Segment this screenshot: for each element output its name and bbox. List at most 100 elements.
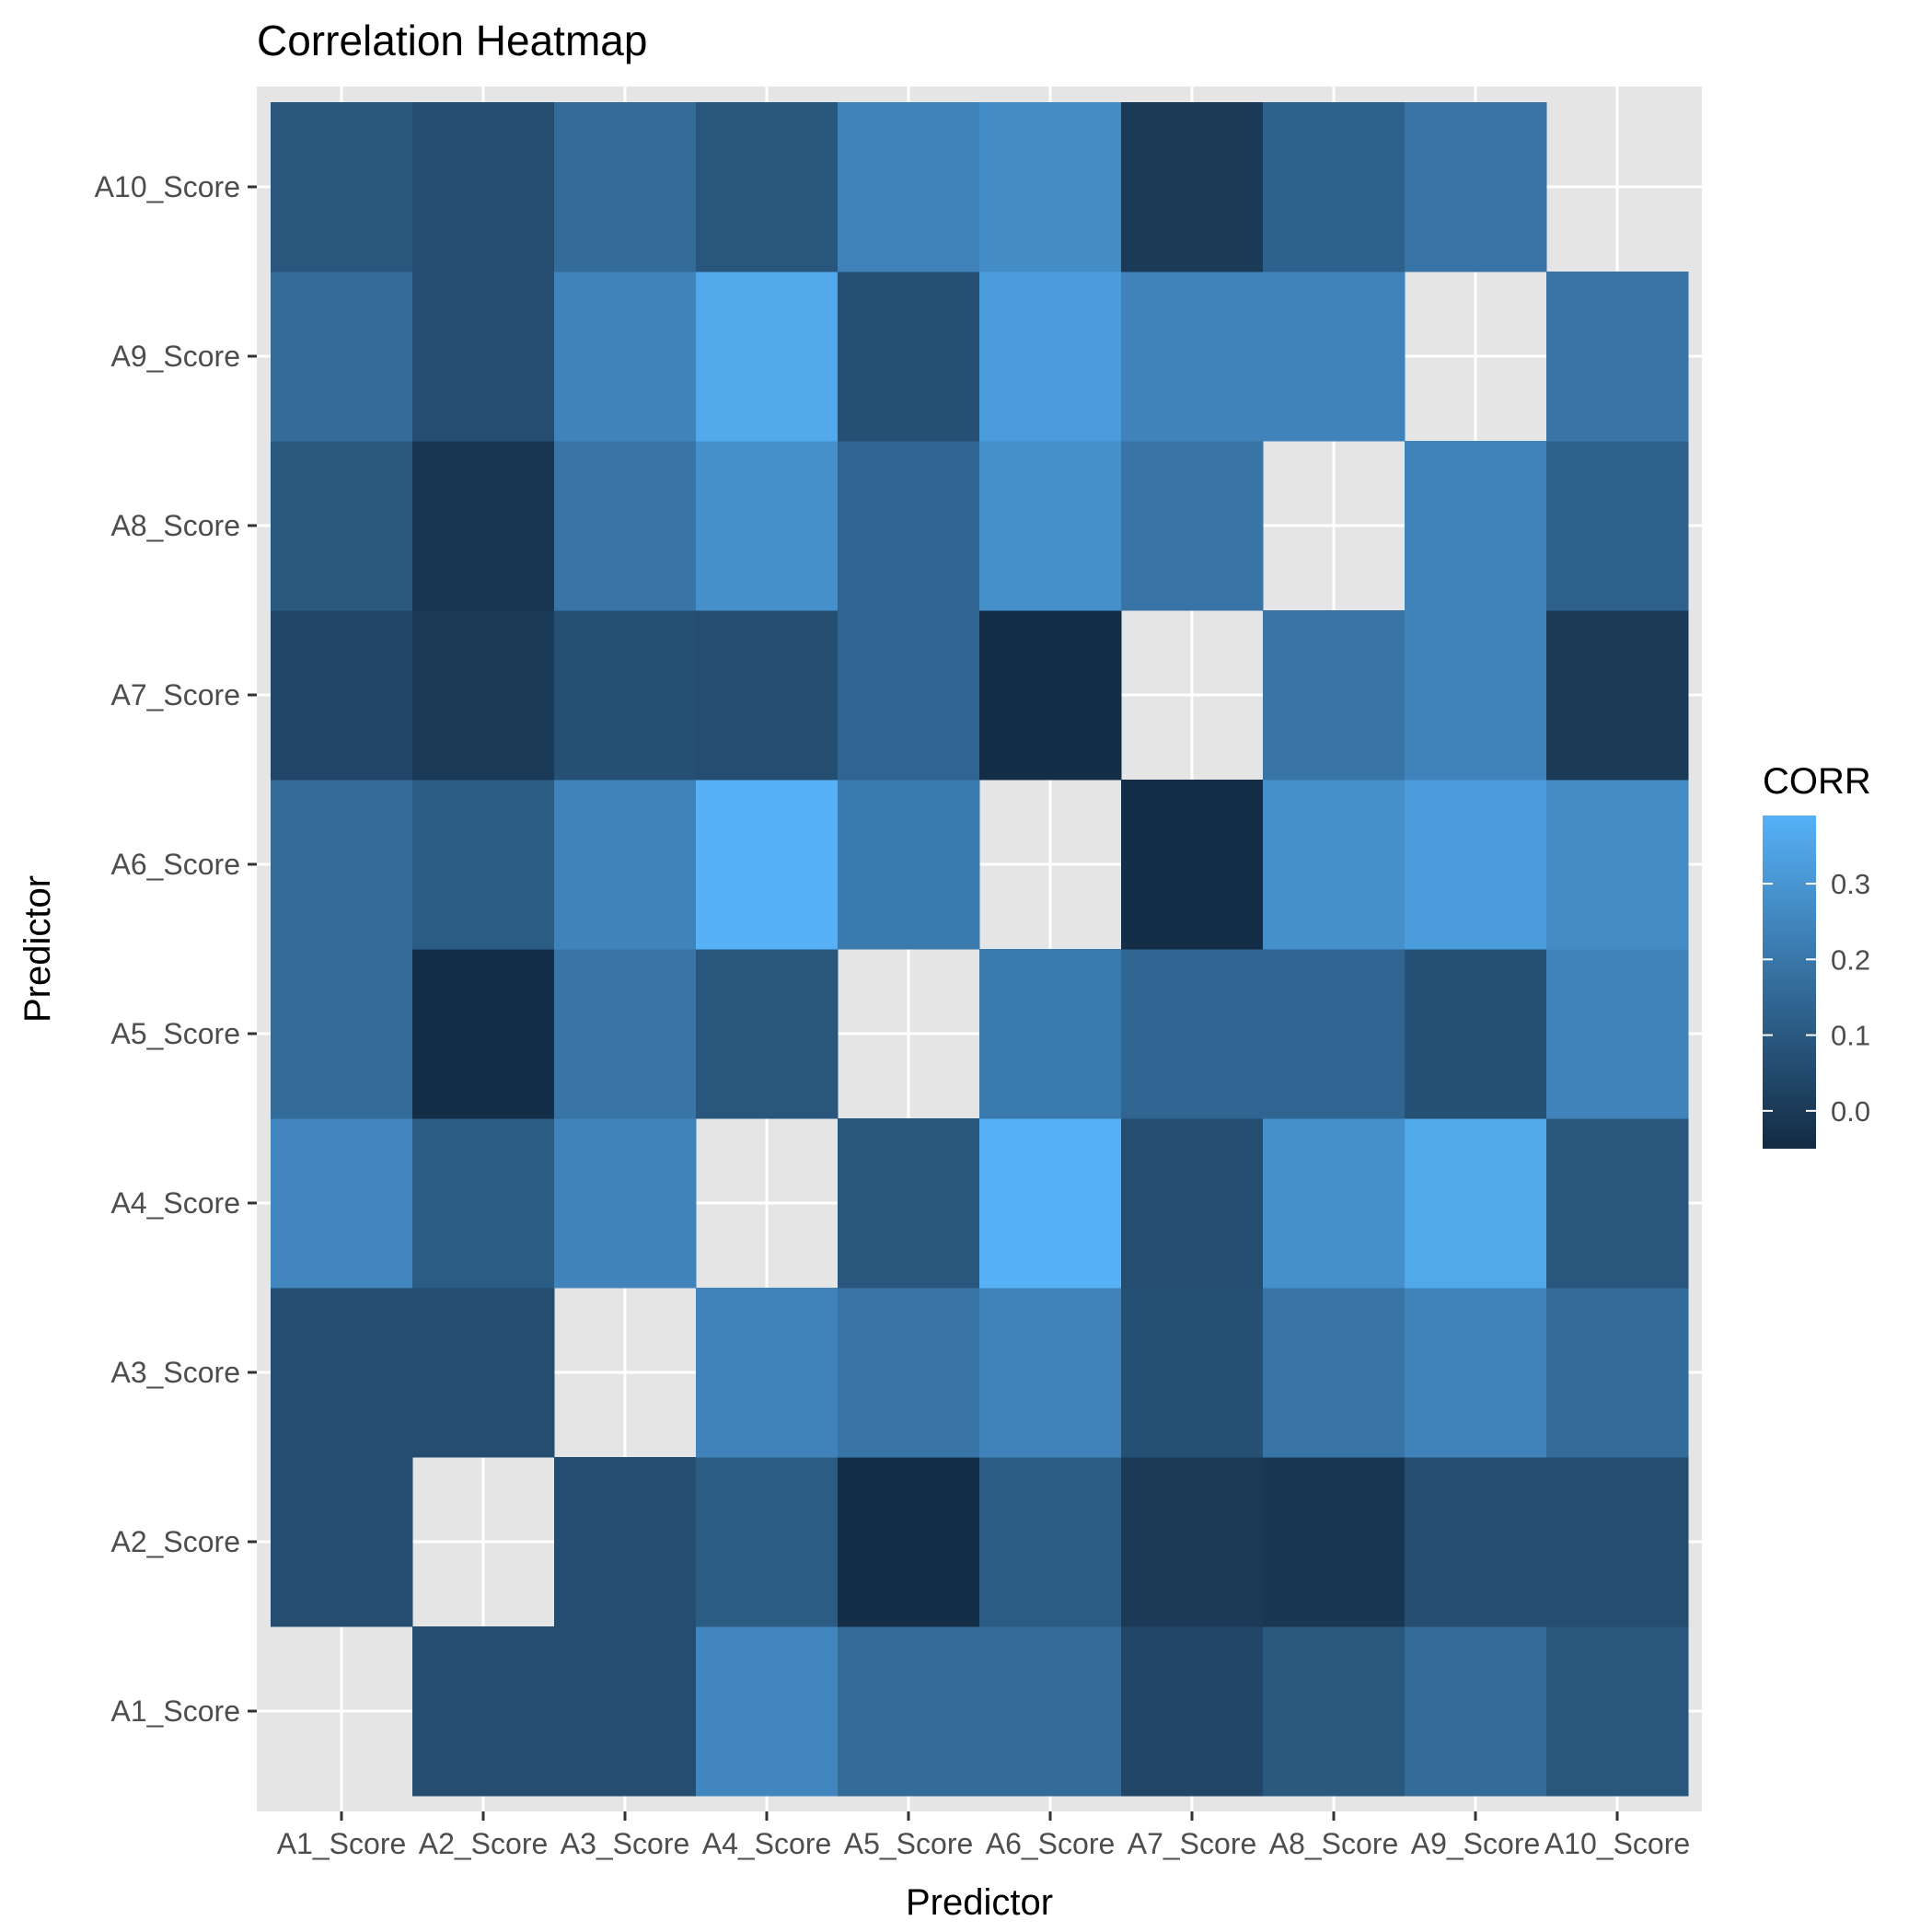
heatmap-cell (412, 102, 555, 272)
heatmap-cell (838, 272, 980, 442)
y-tick-label: A10_Score (95, 170, 240, 203)
heatmap-cell (554, 441, 697, 611)
heatmap-cell (554, 1118, 697, 1289)
heatmap-cell (412, 1626, 555, 1797)
legend-ticks: 0.0 0.1 0.2 0.3 (1763, 868, 1870, 1128)
heatmap-cell (1546, 441, 1689, 611)
heatmap-cell (1263, 272, 1406, 442)
heatmap-cell (1405, 949, 1547, 1119)
heatmap-cell (412, 272, 555, 442)
y-axis-ticks: A1_Score A2_Score A3_Score A4_Score A5_Score… (95, 170, 257, 1728)
heatmap-cell (1546, 610, 1689, 781)
color-legend: CORR 0.0 0.1 0.2 0.3 (1763, 761, 1871, 1149)
y-axis-title: Predictor (17, 875, 58, 1023)
heatmap-cell (1405, 102, 1547, 272)
x-tick-label: A5_Score (844, 1827, 974, 1860)
heatmap-cell (412, 610, 555, 781)
heatmap-cell (271, 1118, 413, 1289)
heatmap-cell (1263, 1118, 1406, 1289)
x-tick-label: A3_Score (561, 1827, 690, 1860)
heatmap-cell (1405, 780, 1547, 950)
heatmap-cell (554, 780, 697, 950)
heatmap-cell (1121, 1626, 1264, 1797)
heatmap-cell (1546, 780, 1689, 950)
heatmap-cell (979, 102, 1122, 272)
heatmap-cell (696, 780, 839, 950)
heatmap-cell (696, 441, 839, 611)
heatmap-cell (838, 102, 980, 272)
heatmap-cell (1546, 1626, 1689, 1797)
y-tick-label: A8_Score (110, 509, 240, 542)
x-tick-label: A7_Score (1128, 1827, 1257, 1860)
heatmap-cell (696, 102, 839, 272)
heatmap-cell (696, 272, 839, 442)
heatmap-cell (838, 441, 980, 611)
heatmap-cell (979, 949, 1122, 1119)
heatmap-cell (554, 272, 697, 442)
heatmap-cell (838, 780, 980, 950)
heatmap-cell (412, 1288, 555, 1458)
x-tick-label: A1_Score (277, 1827, 407, 1860)
heatmap-cell (271, 949, 413, 1119)
x-axis-title: Predictor (906, 1882, 1053, 1923)
heatmap-cell (1263, 102, 1406, 272)
heatmap-cell (1121, 1288, 1264, 1458)
heatmap-cell (979, 610, 1122, 781)
heatmap-cell (271, 102, 413, 272)
heatmap-cell (1121, 1118, 1264, 1289)
heatmap-cell (271, 1457, 413, 1627)
heatmap-cell (1263, 1288, 1406, 1458)
heatmap-cell (1405, 1288, 1547, 1458)
heatmap-cell (1546, 949, 1689, 1119)
legend-colorbar (1763, 816, 1816, 1149)
heatmap-cell (554, 949, 697, 1119)
heatmap-cell (696, 1457, 839, 1627)
y-tick-label: A7_Score (110, 678, 240, 711)
heatmap-cell (1546, 1288, 1689, 1458)
heatmap-cell (1546, 1118, 1689, 1289)
legend-tick-label: 0.2 (1831, 943, 1870, 976)
heatmap-cell (1121, 1457, 1264, 1627)
y-tick-label: A6_Score (110, 848, 240, 881)
y-tick-label: A9_Score (110, 340, 240, 373)
heatmap-cell (554, 1457, 697, 1627)
heatmap-cell (1121, 949, 1264, 1119)
heatmap-cell (271, 610, 413, 781)
heatmap-cell (838, 1457, 980, 1627)
heatmap-cell (696, 610, 839, 781)
y-tick-label: A3_Score (110, 1356, 240, 1389)
x-tick-label: A8_Score (1269, 1827, 1399, 1860)
heatmap-cell (1263, 949, 1406, 1119)
legend-tick-label: 0.0 (1831, 1095, 1870, 1128)
heatmap-cell (1121, 780, 1264, 950)
heatmap-cell (554, 102, 697, 272)
chart-title: Correlation Heatmap (257, 17, 647, 64)
heatmap-cell (1405, 1118, 1547, 1289)
heatmap-cell (271, 780, 413, 950)
heatmap-cell (696, 1288, 839, 1458)
y-tick-label: A4_Score (110, 1186, 240, 1220)
heatmap-cell (412, 949, 555, 1119)
heatmap-cell (271, 441, 413, 611)
heatmap-cells (271, 102, 1689, 1797)
heatmap-cell (271, 272, 413, 442)
heatmap-cell (554, 1626, 697, 1797)
heatmap-cell (1121, 441, 1264, 611)
y-tick-label: A1_Score (110, 1695, 240, 1728)
heatmap-cell (1121, 102, 1264, 272)
heatmap-cell (979, 1457, 1122, 1627)
heatmap-cell (412, 780, 555, 950)
heatmap-cell (1263, 1626, 1406, 1797)
heatmap-cell (1263, 1457, 1406, 1627)
heatmap-cell (838, 1626, 980, 1797)
heatmap-cell (554, 610, 697, 781)
heatmap-cell (1546, 1457, 1689, 1627)
heatmap-cell (1405, 1626, 1547, 1797)
legend-tick-label: 0.3 (1831, 868, 1870, 900)
x-axis-ticks: A1_Score A2_Score A3_Score A4_Score A5_Score… (277, 1811, 1690, 1860)
heatmap-cell (979, 1288, 1122, 1458)
heatmap-cell (979, 1626, 1122, 1797)
heatmap-cell (1546, 272, 1689, 442)
heatmap-cell (1405, 610, 1547, 781)
